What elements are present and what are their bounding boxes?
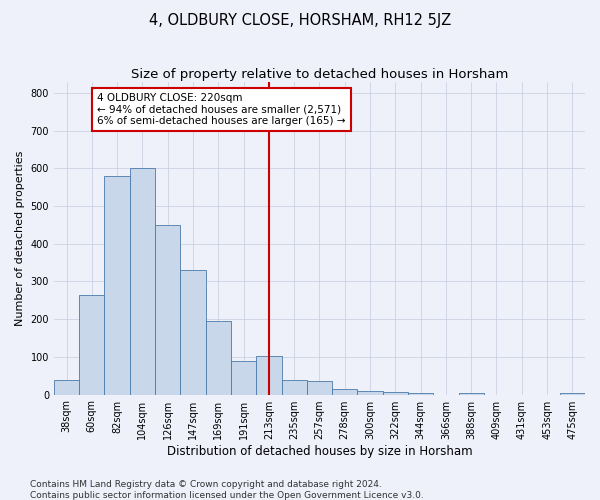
Bar	[231, 362, 256, 394]
Bar	[104, 176, 130, 394]
Bar	[383, 392, 408, 394]
Bar	[408, 392, 433, 394]
Y-axis label: Number of detached properties: Number of detached properties	[15, 150, 25, 326]
Bar	[54, 380, 79, 394]
Text: 4, OLDBURY CLOSE, HORSHAM, RH12 5JZ: 4, OLDBURY CLOSE, HORSHAM, RH12 5JZ	[149, 12, 451, 28]
Bar	[281, 380, 307, 394]
Bar	[307, 382, 332, 394]
Text: Contains HM Land Registry data © Crown copyright and database right 2024.
Contai: Contains HM Land Registry data © Crown c…	[30, 480, 424, 500]
Bar	[560, 392, 585, 394]
Bar	[358, 391, 383, 394]
Bar	[181, 270, 206, 394]
Bar	[458, 392, 484, 394]
Bar	[332, 389, 358, 394]
Bar	[130, 168, 155, 394]
Title: Size of property relative to detached houses in Horsham: Size of property relative to detached ho…	[131, 68, 508, 80]
Bar	[206, 321, 231, 394]
Bar	[256, 356, 281, 395]
Bar	[79, 296, 104, 394]
X-axis label: Distribution of detached houses by size in Horsham: Distribution of detached houses by size …	[167, 444, 472, 458]
Text: 4 OLDBURY CLOSE: 220sqm
← 94% of detached houses are smaller (2,571)
6% of semi-: 4 OLDBURY CLOSE: 220sqm ← 94% of detache…	[97, 93, 346, 126]
Bar	[155, 225, 181, 394]
